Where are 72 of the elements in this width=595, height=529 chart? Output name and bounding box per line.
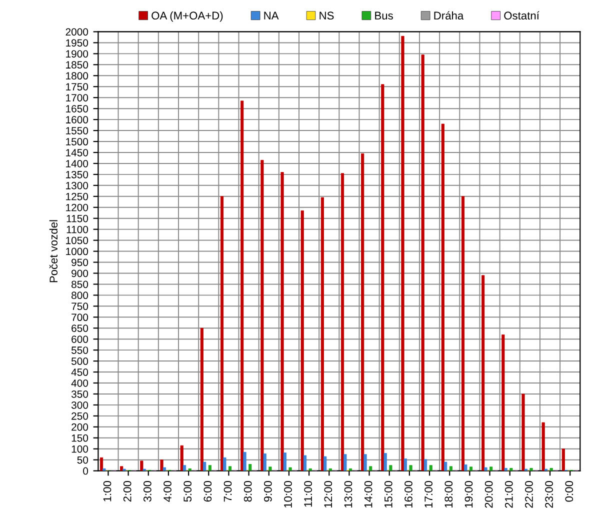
x-tick-label: 15:00 [384, 480, 392, 508]
y-axis-title: Počet vozdel [49, 220, 58, 282]
x-tick-label: 2:00 [123, 480, 132, 502]
x-tick-label: 20:00 [484, 480, 493, 508]
y-tick-label: 400 [71, 379, 88, 387]
legend-label: NS [320, 12, 334, 20]
y-tick-label: 750 [72, 302, 88, 310]
y-tick-label: 450 [71, 368, 88, 376]
x-tick-label: 1:00 [103, 480, 112, 502]
x-tick-label: 3:00 [143, 480, 152, 502]
x-tick-label: 0:00 [565, 480, 574, 502]
y-tick-label: 0 [83, 467, 88, 475]
legend-label: Bus [375, 12, 393, 20]
y-tick-label: 1950 [66, 39, 88, 47]
y-tick-label: 1350 [66, 170, 88, 178]
y-tick-label: 650 [72, 324, 88, 332]
y-tick-label: 1450 [66, 148, 88, 156]
legend-label: NA [264, 12, 279, 20]
x-tick-label: 17:00 [424, 480, 432, 508]
y-tick-label: 800 [72, 292, 88, 300]
y-tick-label: 1800 [66, 72, 88, 80]
y-tick-label: 1650 [66, 105, 88, 112]
x-tick-label: 16:00 [404, 480, 412, 508]
x-tick-label: 5:00 [184, 480, 192, 502]
y-tick-label: 1850 [66, 61, 88, 69]
y-tick-label: 1400 [66, 160, 88, 168]
y-tick-label: 200 [72, 423, 88, 431]
x-tick-label: 14:00 [364, 480, 372, 508]
y-tick-label: 1000 [66, 248, 88, 256]
legend-label: Ostatní [504, 11, 540, 20]
x-tick-label: 19:00 [464, 480, 473, 508]
legend-label: OA (M+OA+D) [152, 11, 223, 22]
y-tick-label: 50 [77, 456, 88, 464]
y-tick-label: 1200 [66, 204, 88, 212]
y-tick-label: 1900 [66, 50, 88, 58]
y-tick-label: 1100 [66, 226, 88, 234]
y-tick-label: 1700 [66, 94, 88, 102]
x-tick-label: 18:00 [444, 480, 453, 508]
x-tick-label: 4:00 [164, 480, 172, 502]
x-tick-label: 10:00 [284, 480, 292, 508]
x-tick-label: 12:00 [324, 480, 332, 508]
y-tick-label: 300 [71, 401, 88, 409]
y-tick-label: 850 [72, 280, 88, 288]
y-tick-label: 550 [71, 346, 88, 354]
y-tick-label: 1600 [66, 116, 88, 124]
y-tick-label: 500 [71, 358, 88, 365]
x-tick-label: 21:00 [504, 480, 513, 508]
y-tick-label: 2000 [66, 28, 88, 36]
y-tick-label: 1750 [66, 83, 88, 90]
x-tick-label: 7:00 [224, 480, 232, 502]
y-tick-label: 950 [72, 258, 88, 266]
x-tick-label: 22:00 [525, 480, 533, 508]
y-tick-label: 1300 [66, 182, 88, 190]
y-tick-label: 700 [72, 314, 88, 322]
x-tick-label: 13:00 [344, 480, 352, 508]
y-tick-label: 350 [71, 390, 88, 398]
y-tick-label: 1250 [66, 192, 88, 200]
y-tick-label: 100 [72, 445, 88, 453]
y-tick-label: 250 [72, 412, 88, 420]
y-tick-label: 600 [72, 336, 88, 343]
y-tick-label: 1500 [66, 138, 88, 146]
y-tick-label: 1550 [66, 127, 88, 134]
legend-label: Dráha [434, 11, 464, 20]
x-tick-label: 9:00 [264, 480, 272, 502]
y-tick-label: 900 [72, 270, 88, 278]
y-tick-label: 1050 [66, 236, 88, 244]
y-tick-label: 1150 [66, 214, 88, 222]
x-tick-label: 6:00 [204, 480, 212, 502]
x-tick-label: 8:00 [244, 480, 252, 502]
x-tick-label: 23:00 [545, 480, 553, 508]
x-tick-label: 11:00 [304, 480, 312, 507]
y-tick-label: 150 [72, 434, 88, 442]
